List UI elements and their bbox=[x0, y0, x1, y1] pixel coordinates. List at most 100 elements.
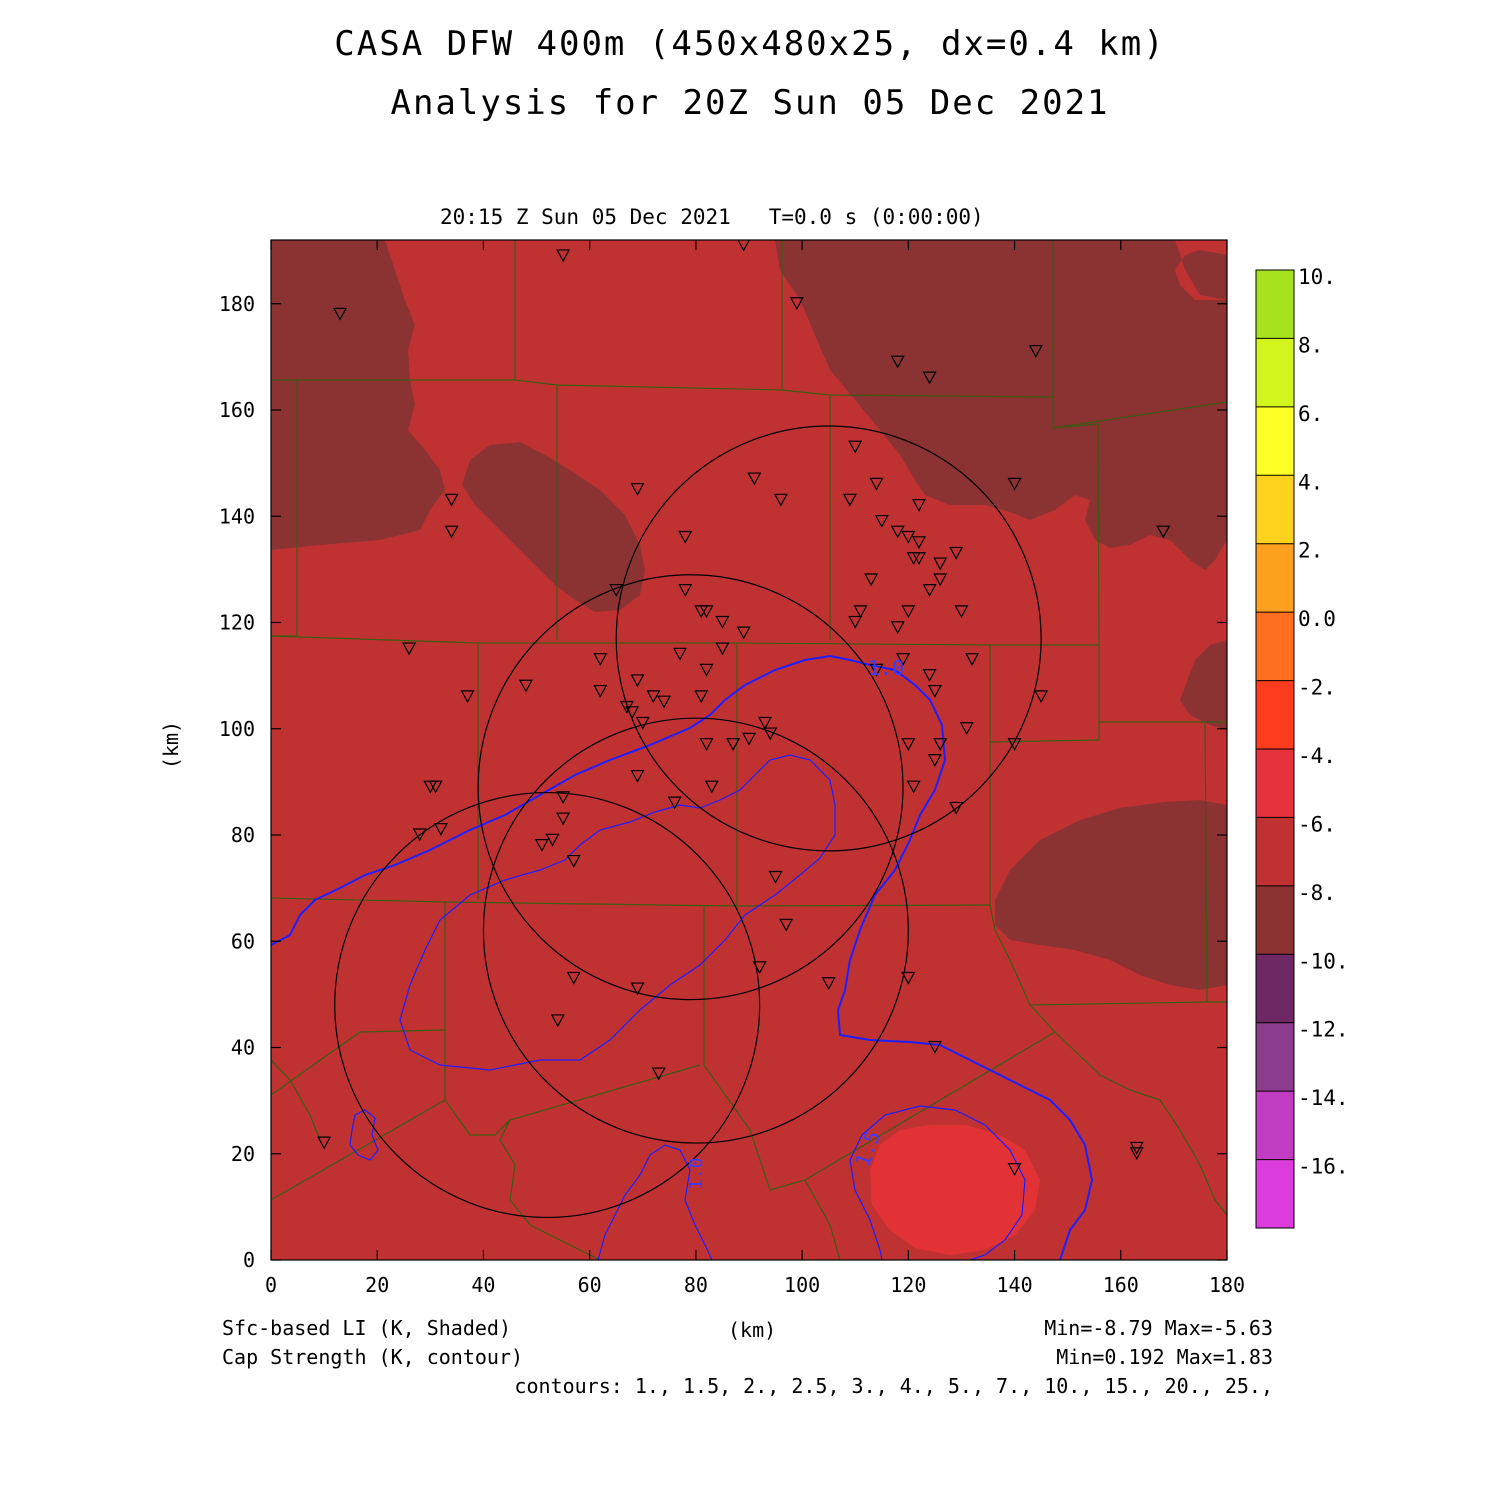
station-marker bbox=[428, 780, 443, 794]
station-marker bbox=[842, 493, 857, 507]
contour-1-0-south-lobe bbox=[597, 1144, 713, 1260]
station-marker bbox=[890, 525, 905, 539]
colorbar-swatch bbox=[1256, 1091, 1294, 1161]
station-marker bbox=[444, 525, 459, 539]
x-tick-label: 20 bbox=[365, 1273, 389, 1297]
station-marker bbox=[1007, 477, 1022, 491]
station-marker bbox=[545, 833, 560, 847]
station-marker bbox=[317, 1136, 332, 1150]
y-tick-label: 160 bbox=[219, 398, 255, 422]
station-marker bbox=[630, 674, 645, 688]
x-tick-label: 120 bbox=[890, 1273, 926, 1297]
colorbar-label: -8. bbox=[1298, 881, 1336, 905]
station-marker bbox=[556, 791, 571, 805]
colorbar-swatch bbox=[1256, 954, 1294, 1024]
station-marker bbox=[911, 499, 926, 512]
station-marker bbox=[901, 738, 916, 751]
colorbar-swatch bbox=[1256, 1022, 1294, 1092]
plot-header: 20:15 Z Sun 05 Dec 2021 T=0.0 s (0:00:00… bbox=[440, 205, 984, 229]
station-marker bbox=[954, 605, 969, 619]
station-marker bbox=[651, 1067, 666, 1081]
station-marker bbox=[737, 240, 750, 252]
station-marker bbox=[646, 690, 661, 704]
x-tick-label: 60 bbox=[578, 1273, 602, 1297]
station-marker bbox=[789, 297, 804, 311]
station-marker bbox=[848, 440, 863, 454]
station-marker bbox=[699, 605, 714, 619]
station-marker bbox=[965, 653, 980, 666]
station-marker bbox=[593, 684, 608, 698]
x-tick-label: 0 bbox=[265, 1273, 277, 1297]
footer-shaded-label: Sfc-based LI (K, Shaded) bbox=[222, 1316, 511, 1340]
colorbar-swatch bbox=[1256, 680, 1294, 750]
colorbar-frame bbox=[1255, 269, 1295, 1229]
y-tick-label: 180 bbox=[219, 292, 255, 316]
station-marker bbox=[896, 653, 911, 666]
station-marker bbox=[444, 493, 459, 507]
station-marker bbox=[566, 854, 581, 868]
station-marker bbox=[704, 780, 719, 794]
station-marker bbox=[911, 536, 926, 550]
station-marker bbox=[657, 695, 672, 709]
station-marker bbox=[927, 684, 942, 698]
colorbar-swatch bbox=[1256, 475, 1294, 545]
station-marker bbox=[752, 961, 767, 975]
station-marker bbox=[901, 971, 916, 985]
y-tick-label: 100 bbox=[219, 717, 255, 741]
station-marker bbox=[635, 716, 650, 730]
title-line-2: Analysis for 20Z Sun 05 Dec 2021 bbox=[390, 83, 1110, 123]
station-marker bbox=[949, 801, 964, 815]
station-marker bbox=[922, 669, 937, 682]
station-marker bbox=[630, 483, 645, 496]
station-marker bbox=[901, 605, 916, 619]
station-marker bbox=[911, 552, 926, 566]
station-marker bbox=[534, 839, 549, 852]
station-marker bbox=[890, 621, 905, 635]
contour-1-5-loop bbox=[399, 754, 836, 1071]
colorbar-label: -4. bbox=[1298, 744, 1336, 768]
station-marker bbox=[922, 584, 937, 597]
colorbar-swatch bbox=[1256, 406, 1294, 476]
colorbar-label: 2. bbox=[1298, 539, 1323, 563]
station-marker bbox=[933, 573, 948, 587]
li-dark-region-east bbox=[1180, 640, 1227, 730]
station-marker bbox=[672, 647, 687, 661]
station-marker bbox=[927, 1040, 942, 1054]
colorbar-swatch bbox=[1256, 270, 1294, 339]
station-marker bbox=[518, 679, 533, 693]
y-axis-label: (km) bbox=[159, 721, 183, 769]
radar-range-rings bbox=[334, 425, 1042, 1219]
station-marker bbox=[853, 605, 868, 619]
station-marker bbox=[927, 754, 942, 767]
station-marker bbox=[412, 828, 427, 842]
colorbar-label: -10. bbox=[1298, 949, 1349, 973]
colorbar-label: 10. bbox=[1298, 265, 1336, 289]
station-marker bbox=[402, 642, 417, 656]
x-tick-label: 40 bbox=[471, 1273, 495, 1297]
station-marker bbox=[556, 812, 571, 826]
colorbar-swatch bbox=[1256, 817, 1294, 887]
footer-contour-levels: contours: 1., 1.5, 2., 2.5, 3., 4., 5., … bbox=[514, 1374, 1273, 1398]
colorbar-swatch bbox=[1256, 543, 1294, 613]
colorbar-label: 4. bbox=[1298, 470, 1323, 494]
station-marker bbox=[1034, 690, 1049, 704]
contour-label-1-0: 1.0 bbox=[868, 656, 904, 680]
y-tick-label: 20 bbox=[231, 1142, 255, 1166]
colorbar-label: -16. bbox=[1298, 1155, 1349, 1179]
station-marker bbox=[922, 371, 937, 385]
colorbar-label: 8. bbox=[1298, 333, 1323, 357]
colorbar: 10. 8. 6. 4. 2. 0.0 -2. -4. -6. -8. -10. -12. -14. -1… bbox=[1255, 265, 1349, 1229]
station-marker bbox=[726, 738, 741, 751]
plot-frame bbox=[270, 239, 1228, 1261]
colorbar-swatch bbox=[1256, 612, 1294, 682]
station-marker bbox=[933, 738, 948, 751]
colorbar-label: 0.0 bbox=[1298, 607, 1336, 631]
axis-ticks bbox=[270, 240, 1228, 1261]
cap-strength-contours bbox=[271, 654, 1094, 1260]
title-line-1: CASA DFW 400m (450x480x25, dx=0.4 km) bbox=[334, 24, 1166, 64]
station-marker bbox=[678, 584, 693, 597]
station-marker bbox=[1007, 1163, 1022, 1176]
station-marker bbox=[949, 546, 964, 560]
colorbar-label: -6. bbox=[1298, 812, 1336, 836]
county-boundaries bbox=[271, 240, 1227, 1260]
